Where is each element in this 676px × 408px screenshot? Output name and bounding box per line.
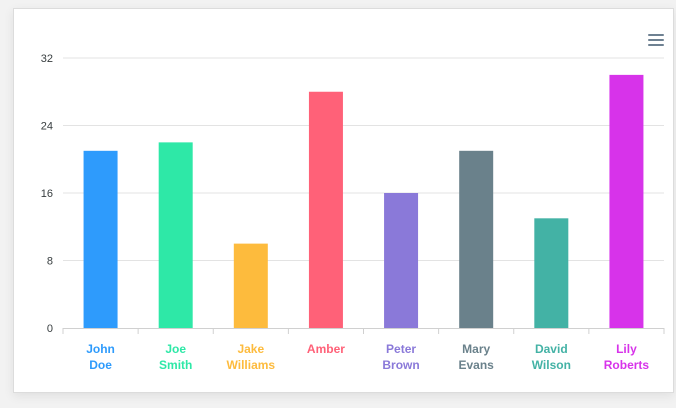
bar[interactable] (233, 243, 268, 328)
x-category-label: Peter Brown (382, 342, 419, 372)
y-tick-label: 24 (41, 121, 53, 133)
bar[interactable] (158, 142, 193, 328)
bar[interactable] (609, 74, 644, 328)
y-tick-label: 32 (41, 53, 53, 65)
x-category-label: Lily Roberts (604, 342, 650, 372)
bar[interactable] (83, 150, 118, 328)
x-category-label: Jake Williams (227, 342, 276, 372)
hamburger-menu-icon[interactable] (648, 34, 664, 48)
x-category-label: Mary Evans (459, 342, 495, 372)
y-tick-label: 8 (47, 256, 53, 268)
x-category-label: John Doe (86, 342, 115, 372)
y-tick-label: 0 (47, 323, 53, 335)
bar[interactable] (459, 150, 494, 328)
bar[interactable] (308, 91, 343, 328)
x-category-label: Joe Smith (159, 342, 192, 372)
x-category-label: Amber (307, 342, 345, 356)
y-tick-label: 16 (41, 188, 53, 200)
bar[interactable] (384, 193, 419, 328)
bar[interactable] (534, 218, 569, 328)
x-category-label: David Wilson (532, 342, 571, 372)
